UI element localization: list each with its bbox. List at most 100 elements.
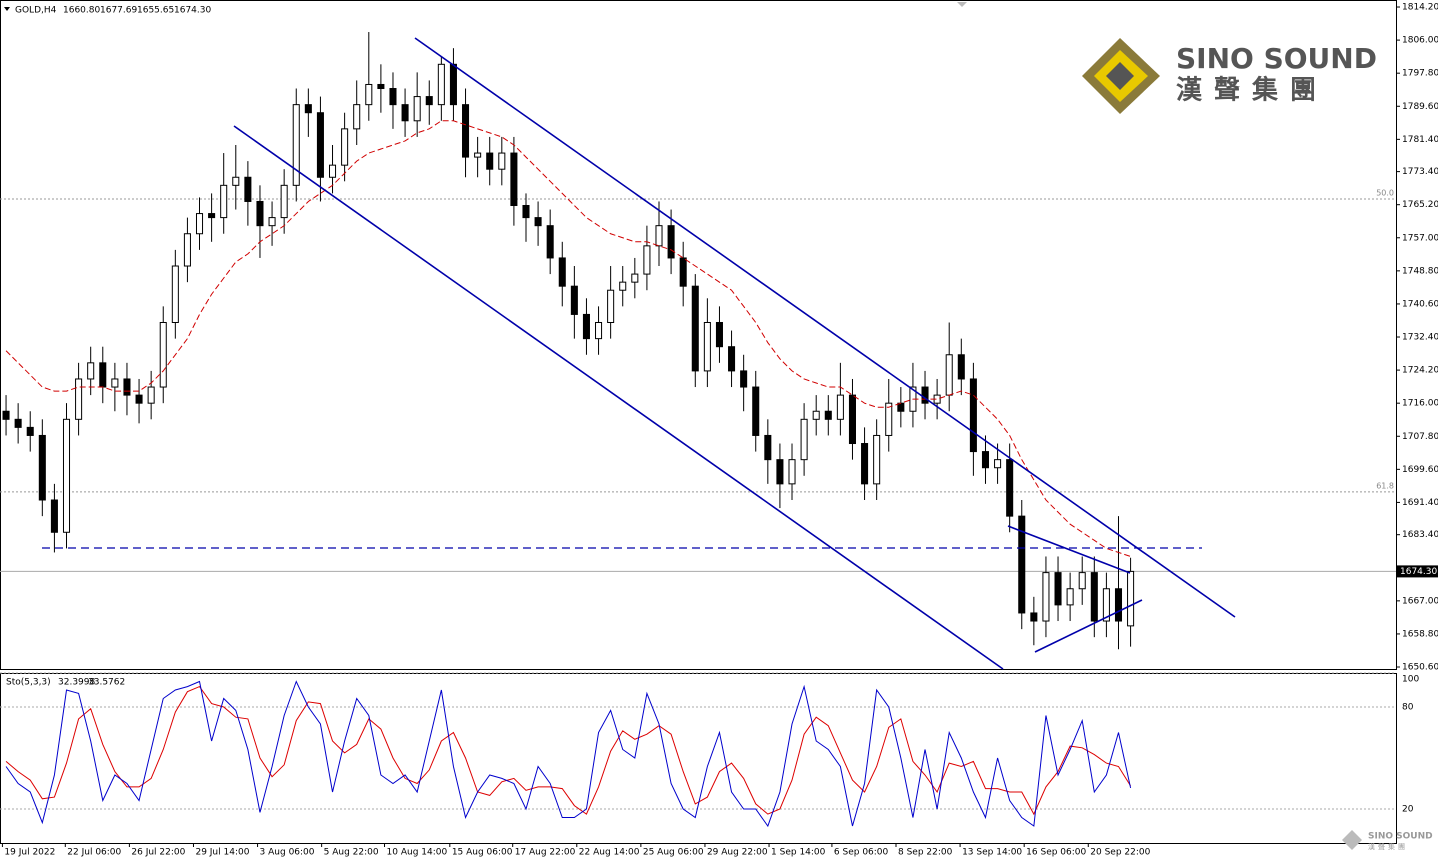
candle-body: [824, 410, 832, 420]
candle-body: [87, 362, 95, 380]
candle-body: [969, 378, 977, 453]
candle-body: [232, 176, 240, 186]
candle-body: [788, 459, 796, 485]
candle-body: [1078, 572, 1086, 590]
candle-body: [994, 459, 1002, 469]
candle-body: [413, 96, 421, 122]
candle-body: [256, 200, 264, 227]
y-tick-label: 1757.00: [1402, 233, 1438, 243]
candle-body: [679, 257, 687, 287]
candle-body: [1054, 572, 1062, 606]
y-tick-label: 1724.20: [1402, 366, 1438, 376]
y-tick-label: 1781.40: [1402, 135, 1438, 145]
candle-body: [195, 213, 204, 235]
candle-body: [50, 499, 58, 533]
candle-body: [123, 378, 131, 396]
candle-body: [244, 176, 252, 202]
y-tick-label: 1789.60: [1402, 102, 1438, 112]
candle-body: [486, 152, 494, 170]
candle-body: [316, 112, 324, 178]
ohlc-close: 1674.30: [174, 6, 211, 16]
x-tick-label: 13 Sep 14:00: [962, 848, 1022, 858]
candle-body: [715, 321, 723, 348]
x-tick-label: 16 Sep 06:00: [1026, 848, 1086, 858]
candle-body: [703, 321, 711, 372]
candle-body: [595, 321, 603, 340]
stoch-signal: [5, 685, 1132, 816]
candle-body: [921, 386, 929, 404]
x-tick-label: 22 Aug 14:00: [579, 848, 640, 858]
candle-body: [861, 443, 869, 485]
candle-body: [981, 451, 990, 469]
candle-body: [1030, 612, 1038, 622]
y-tick-label: 1658.80: [1402, 629, 1438, 639]
candle-body: [667, 225, 675, 259]
candle-body: [873, 434, 881, 485]
candle-body: [752, 386, 760, 436]
small-logo-mark: [1342, 830, 1362, 850]
y-tick-label: 1716.00: [1402, 399, 1438, 409]
y-tick-label: 1740.60: [1402, 299, 1438, 309]
triangle-upper: [1007, 525, 1131, 574]
candle-body: [389, 88, 397, 106]
candle-body: [171, 265, 179, 323]
x-tick-label: 8 Sep 22:00: [898, 848, 953, 858]
stoch-tick-label: 100: [1402, 675, 1419, 685]
candle-body: [546, 225, 554, 259]
y-tick-label: 1748.80: [1402, 266, 1438, 276]
y-tick-label: 1814.20: [1402, 3, 1438, 13]
x-tick-label: 25 Aug 06:00: [643, 848, 704, 858]
candle-body: [38, 434, 46, 501]
y-tick-label: 1667.00: [1402, 596, 1438, 606]
candle-body: [462, 104, 470, 158]
candle-body: [99, 362, 107, 388]
candle-body: [619, 281, 627, 291]
small-logo-name: SINO SOUND: [1368, 832, 1433, 842]
candle-body: [1114, 588, 1123, 622]
candle-body: [631, 273, 639, 283]
candle-body: [280, 184, 288, 219]
candle-body: [740, 370, 748, 388]
stoch-tick-label: 20: [1402, 805, 1414, 815]
candle-body: [183, 233, 191, 267]
candle-body: [510, 152, 518, 207]
stoch-tick-label: 80: [1402, 703, 1414, 713]
candle-body: [292, 104, 300, 186]
candle-body: [643, 245, 651, 275]
y-tick-label: 1699.60: [1402, 465, 1438, 475]
candle-body: [341, 128, 349, 166]
candle-body: [836, 394, 844, 420]
channel-upper: [414, 37, 1236, 618]
ohlc-open: 1660.80: [63, 6, 100, 16]
candle-body: [208, 213, 216, 219]
candle-body: [62, 418, 71, 533]
ohlc-high: 1677.69: [100, 6, 137, 16]
candle-body: [558, 257, 566, 287]
candle-body: [607, 289, 615, 323]
indicator-label: Sto(5,3,3): [6, 678, 51, 688]
candle-body: [2, 410, 10, 420]
indicator-frame: [0, 673, 1397, 844]
candle-body: [75, 378, 83, 420]
y-tick-label: 1773.40: [1402, 167, 1438, 177]
indicator-signal-value: 33.5762: [88, 678, 125, 688]
current-price-box: [1397, 565, 1438, 578]
candle-body: [401, 104, 409, 122]
y-tick-label: 1806.00: [1402, 36, 1438, 46]
x-tick-label: 6 Sep 06:00: [834, 848, 889, 858]
stoch-main: [5, 680, 1132, 828]
candle-body: [957, 354, 965, 380]
candle-body: [582, 313, 590, 340]
candle-body: [655, 225, 663, 247]
candle-body: [437, 63, 445, 106]
candle-body: [776, 459, 784, 485]
indicator-main-value: 32.3998: [58, 678, 95, 688]
candle-body: [764, 434, 772, 461]
candle-body: [1090, 572, 1098, 622]
moving-average: [5, 120, 1131, 557]
candle-body: [498, 152, 506, 170]
candle-body: [449, 63, 457, 106]
y-tick-label: 1765.20: [1402, 200, 1438, 210]
candle-body: [945, 354, 953, 396]
